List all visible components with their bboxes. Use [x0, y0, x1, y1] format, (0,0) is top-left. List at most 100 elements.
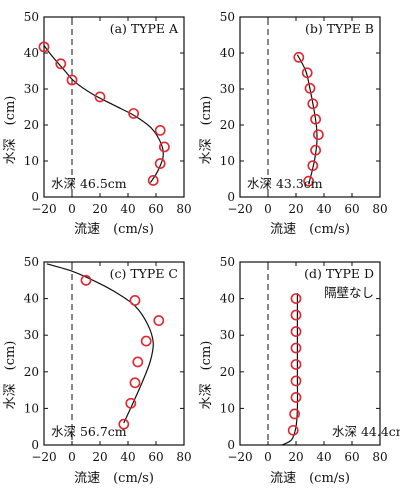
x-tick-label: 0	[264, 202, 272, 216]
velocity-profile-curve	[46, 263, 154, 424]
y-tick-label: 50	[24, 10, 39, 24]
y-tick-label: 10	[24, 401, 39, 415]
data-point-marker	[290, 375, 302, 387]
x-tick-label: 60	[148, 450, 163, 464]
y-axis-label: 水深 (cm)	[199, 341, 214, 410]
data-point-marker	[125, 397, 137, 409]
x-tick-label: 20	[288, 202, 303, 216]
x-tick-label: 80	[176, 202, 191, 216]
y-tick-label: 50	[24, 255, 39, 269]
y-tick-label: 30	[220, 328, 235, 342]
water-depth-label: 水深 43.3cm	[247, 176, 323, 191]
y-tick-label: 40	[220, 292, 235, 306]
y-tick-label: 20	[24, 118, 39, 132]
x-tick-label: 0	[68, 450, 76, 464]
x-tick-label: −20	[31, 450, 56, 464]
y-tick-label: 10	[24, 154, 39, 168]
y-tick-label: 0	[31, 190, 39, 204]
x-tick-label: 40	[316, 202, 331, 216]
panel-title: (a) TYPE A	[110, 21, 179, 36]
y-axis-label: 水深 (cm)	[199, 96, 214, 165]
data-point-marker	[129, 295, 141, 306]
data-point-marker	[55, 58, 67, 70]
data-point-marker	[290, 359, 302, 370]
water-depth-label: 水深 44.4cm	[332, 424, 400, 439]
x-tick-label: 20	[92, 450, 107, 464]
data-point-marker	[94, 91, 106, 103]
data-point-marker	[290, 309, 302, 321]
data-point-marker	[118, 418, 130, 430]
data-point-marker	[307, 160, 319, 172]
data-point-marker	[66, 74, 78, 86]
x-tick-label: 0	[264, 450, 272, 464]
y-tick-label: 20	[220, 365, 235, 379]
data-point-marker	[287, 424, 299, 436]
plot-frame	[239, 261, 381, 446]
data-point-marker	[312, 129, 324, 141]
x-axis-label: 流速 (cm/s)	[74, 222, 154, 237]
data-point-marker	[289, 408, 300, 420]
y-axis-label: 水深 (cm)	[3, 341, 18, 410]
data-point-marker	[310, 144, 321, 156]
data-point-marker	[290, 342, 302, 354]
y-tick-label: 0	[227, 438, 235, 452]
x-tick-label: 60	[148, 202, 163, 216]
data-point-marker	[80, 274, 92, 286]
data-point-marker	[132, 356, 144, 368]
x-tick-label: 60	[344, 202, 359, 216]
x-tick-label: 40	[316, 450, 331, 464]
data-point-marker	[307, 98, 319, 110]
y-tick-label: 30	[220, 82, 235, 96]
panel-title: (b) TYPE B	[305, 21, 374, 36]
data-point-marker	[38, 41, 50, 53]
x-axis-label: 流速 (cm/s)	[270, 471, 350, 486]
x-tick-label: 80	[372, 202, 387, 216]
y-axis-label: 水深 (cm)	[3, 96, 18, 165]
y-tick-label: 40	[24, 292, 39, 306]
panel-title: (c) TYPE C	[110, 266, 178, 281]
x-tick-label: 20	[92, 202, 107, 216]
x-tick-label: 80	[372, 450, 387, 464]
data-point-marker	[290, 326, 302, 337]
y-tick-label: 20	[220, 118, 235, 132]
data-point-marker	[153, 315, 165, 326]
x-tick-label: −20	[227, 450, 252, 464]
data-point-marker	[304, 82, 316, 94]
x-axis-label: 流速 (cm/s)	[270, 222, 350, 237]
plot-frame	[43, 261, 185, 446]
y-tick-label: 20	[24, 365, 39, 379]
plot-frame	[239, 16, 381, 198]
y-tick-label: 0	[227, 190, 235, 204]
y-tick-label: 40	[220, 46, 235, 60]
y-tick-label: 30	[24, 328, 39, 342]
data-point-marker	[154, 158, 166, 169]
data-point-marker	[303, 175, 314, 187]
x-tick-label: 20	[288, 450, 303, 464]
data-point-marker	[290, 293, 302, 304]
x-tick-label: 60	[344, 450, 359, 464]
water-depth-label: 水深 56.7cm	[51, 424, 127, 439]
data-point-marker	[310, 113, 321, 125]
y-tick-label: 50	[220, 255, 235, 269]
y-tick-label: 10	[220, 154, 235, 168]
panel-title: (d) TYPE D	[304, 266, 374, 281]
data-point-marker	[293, 51, 305, 63]
y-tick-label: 0	[31, 438, 39, 452]
data-point-marker	[128, 108, 139, 119]
data-point-marker	[129, 377, 141, 389]
data-point-marker	[290, 392, 302, 403]
velocity-profile-curve	[296, 54, 318, 185]
panel-note: 隔壁なし	[324, 285, 374, 300]
data-point-marker	[147, 175, 159, 186]
x-tick-label: 80	[176, 450, 191, 464]
y-tick-label: 40	[24, 46, 39, 60]
data-point-marker	[301, 67, 313, 79]
velocity-profile-curve	[44, 44, 164, 183]
x-tick-label: 40	[120, 450, 135, 464]
water-depth-label: 水深 46.5cm	[51, 176, 127, 191]
